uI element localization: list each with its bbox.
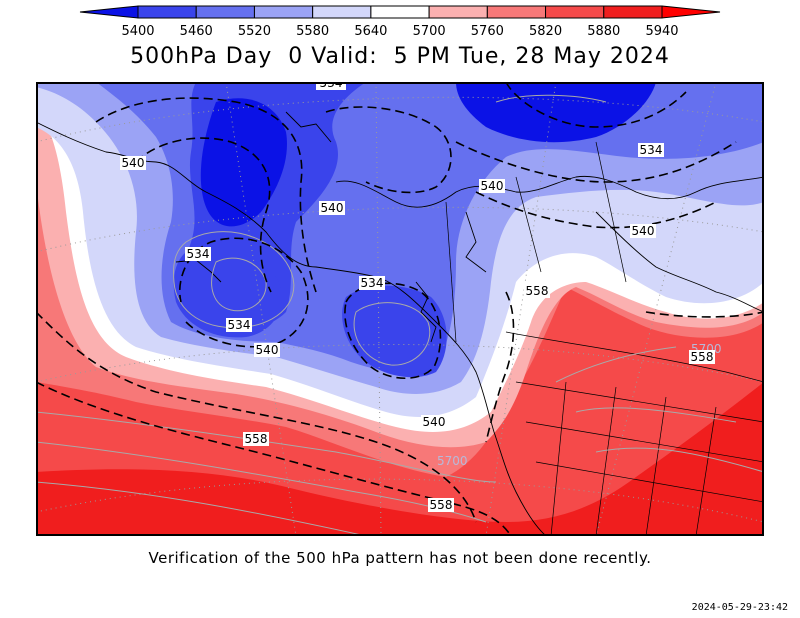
height-color-bar: 5400 5460 5520 5580 5640 5700 5760 5820 5880 5940 [79,5,721,39]
contour-labels: 534 540 540 534 534 534 540 540 534 540 … [120,82,722,512]
map-frame [36,82,764,536]
contour-label-540-east: 540 [630,224,656,238]
colorbar-segment [312,5,372,19]
contour-label-534-center: 534 [185,247,211,261]
colorbar-label: 5460 [180,24,213,39]
colorbar-segment [428,5,488,19]
contour-label-540-sw: 540 [254,343,280,357]
contour-label-558-center: 558 [524,284,550,298]
colorbar-segment [195,5,255,19]
colorbar-segment [137,5,197,19]
contour-label-5700-pac: 5700 [437,454,468,468]
colorbar-label: 5700 [413,24,446,39]
svg-text:540: 540 [481,179,504,193]
svg-text:534: 534 [187,247,210,261]
chart-title: 500hPa Day 0 Valid: 5 PM Tue, 28 May 202… [130,44,670,69]
svg-text:534: 534 [361,276,384,290]
svg-text:558: 558 [691,350,714,364]
svg-text:540: 540 [122,156,145,170]
svg-text:5700: 5700 [437,454,468,468]
contour-label-534-top: 534 [316,82,346,90]
colorbar-label: 5520 [238,24,271,39]
colorbar-arrow-left [79,5,139,19]
svg-text:558: 558 [430,498,453,512]
svg-text:558: 558 [245,432,268,446]
svg-text:540: 540 [423,415,446,429]
colorbar-segment [486,5,547,19]
contour-label-540-mid: 540 [479,179,505,193]
colorbar-label: 5880 [587,24,620,39]
colorbar-label: 5580 [296,24,329,39]
contour-label-540-nw: 540 [319,201,345,215]
contour-label-534-east: 534 [638,143,664,157]
svg-text:540: 540 [632,224,655,238]
band-5400-core [200,98,287,227]
svg-text:558: 558 [526,284,549,298]
colorbar-label: 5760 [471,24,504,39]
colorbar-arrow-right [661,5,721,19]
graticule [36,82,764,536]
svg-text:540: 540 [256,343,279,357]
verification-note: Verification of the 500 hPa pattern has … [148,549,652,567]
svg-text:534: 534 [640,143,663,157]
contour-label-534-gulf: 534 [359,276,385,290]
colorbar-label: 5400 [121,24,154,39]
colorbar-label: 5940 [645,24,678,39]
colorbar-segment [603,5,663,19]
colorbar-segment [370,5,430,19]
svg-text:540: 540 [321,201,344,215]
colorbar-segment [545,5,605,19]
political-borders [445,141,764,536]
colorbar-label: 5820 [529,24,562,39]
contour-label-558-sw: 558 [243,432,269,446]
colorbar-segment [253,5,314,19]
svg-text:534: 534 [320,82,343,90]
generation-timestamp: 2024-05-29-23:42 [691,602,788,613]
contour-label-540-alaska: 540 [120,156,146,170]
svg-text:534: 534 [228,318,251,332]
contour-label-558-south: 558 [428,498,454,512]
contour-label-534-low: 534 [226,318,252,332]
contour-label-540-pac: 540 [421,415,447,429]
contour-label-558-east: 558 [689,350,715,364]
height-map: 534 540 540 534 534 534 540 540 534 540 … [36,82,764,536]
colorbar-label: 5640 [354,24,387,39]
